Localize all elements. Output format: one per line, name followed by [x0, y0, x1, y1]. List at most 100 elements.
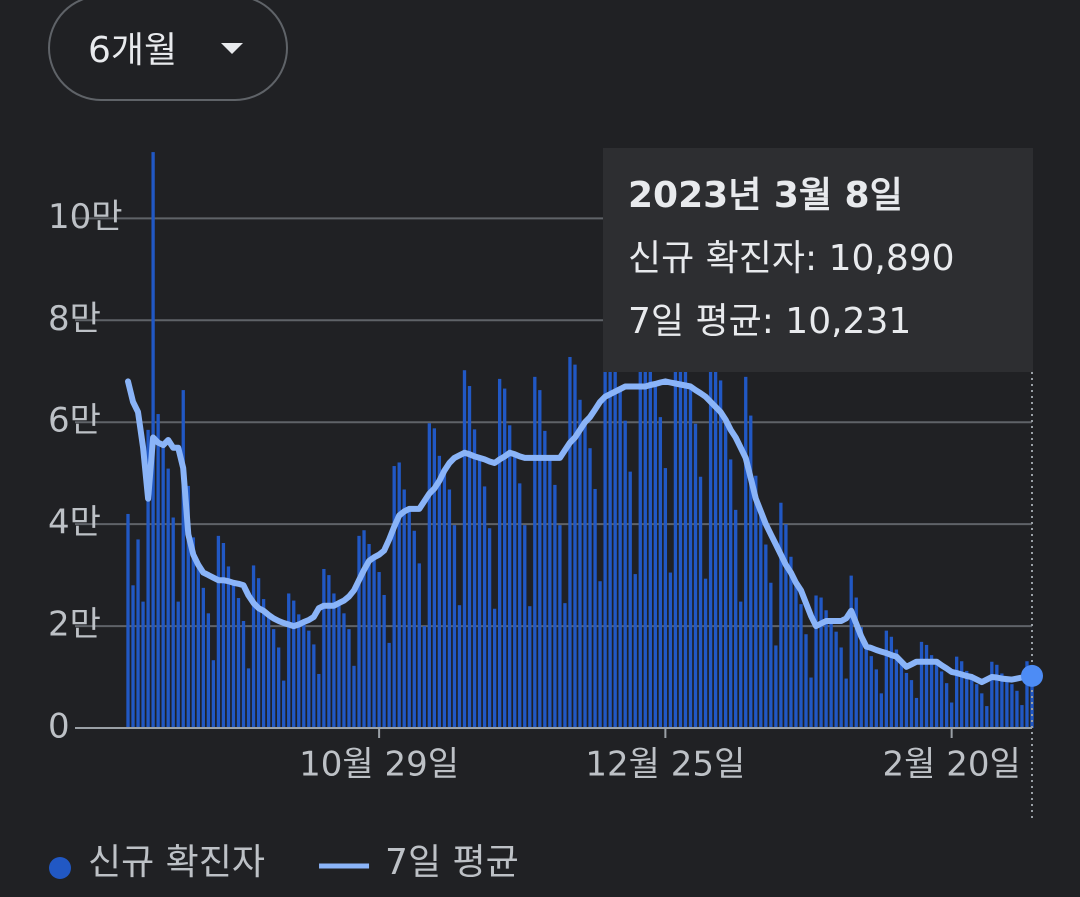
bar	[583, 422, 587, 728]
bar	[980, 693, 984, 728]
bar	[874, 669, 878, 728]
bar	[869, 656, 873, 728]
bar	[759, 511, 763, 728]
y-tick-label: 2만	[48, 605, 101, 645]
bar	[487, 528, 492, 728]
bar	[929, 655, 934, 728]
bar	[452, 525, 457, 728]
tooltip-value: 10,231	[785, 301, 911, 342]
bar	[673, 280, 678, 728]
bar	[894, 649, 899, 728]
bar	[508, 425, 512, 728]
bar	[221, 542, 226, 728]
bar	[1030, 672, 1034, 728]
bar	[352, 665, 356, 728]
bar	[181, 390, 185, 728]
bar	[975, 684, 979, 728]
bar	[688, 386, 693, 728]
bar	[558, 525, 562, 728]
bar	[824, 610, 828, 728]
bar	[1000, 673, 1004, 728]
bar	[970, 677, 974, 728]
bars	[126, 152, 1034, 728]
bar	[628, 471, 632, 728]
bar	[186, 485, 190, 728]
bar	[1015, 690, 1019, 728]
bar	[814, 595, 818, 728]
bar	[985, 706, 989, 728]
bar	[829, 620, 833, 728]
bar	[744, 376, 748, 728]
bar	[256, 578, 261, 728]
bar	[236, 598, 241, 728]
bar	[412, 530, 416, 728]
bar	[226, 566, 231, 728]
bar	[271, 629, 276, 728]
bar	[603, 297, 607, 728]
range-dropdown[interactable]	[48, 0, 288, 101]
bar	[693, 423, 698, 728]
bar	[528, 606, 532, 728]
bar	[889, 636, 894, 728]
bar	[141, 601, 145, 728]
bar	[402, 489, 406, 728]
bar	[492, 608, 497, 728]
bar	[261, 599, 266, 728]
bar	[523, 525, 527, 728]
tooltip-series-name: 신규 확진자	[628, 238, 805, 279]
bar	[844, 678, 848, 728]
bar	[809, 677, 813, 728]
average-line	[125, 378, 1035, 686]
tooltip-sep: :	[805, 238, 829, 279]
bar	[683, 351, 688, 728]
bar	[216, 535, 221, 728]
tooltip-box	[603, 148, 1033, 372]
bar	[663, 468, 668, 728]
bar	[543, 430, 547, 728]
tooltip-series-name: 7일 평균	[628, 301, 762, 342]
bar	[739, 601, 743, 728]
bar	[965, 670, 969, 728]
x-tick-label: 2월 20일	[883, 745, 1021, 785]
y-tick-label: 4만	[48, 503, 101, 543]
bar	[312, 644, 316, 728]
bar	[377, 572, 381, 728]
bar	[909, 680, 914, 728]
bar	[914, 697, 919, 728]
bar	[357, 535, 361, 728]
bar	[146, 429, 150, 728]
bar	[422, 626, 426, 728]
bar	[995, 664, 999, 728]
bar	[613, 357, 617, 728]
bar	[166, 468, 170, 728]
bar	[397, 462, 401, 728]
bar	[839, 647, 843, 728]
bar	[794, 582, 798, 728]
bar	[1005, 679, 1009, 728]
tooltip-row: 신규 확진자: 10,890	[628, 238, 955, 279]
bar	[241, 620, 246, 728]
bar	[372, 557, 376, 728]
bar	[638, 284, 642, 728]
bar	[608, 310, 612, 728]
x-axis: 10월 29일 12월 25일 2월 20일	[75, 727, 1032, 785]
bar	[769, 582, 773, 728]
bar	[588, 448, 592, 728]
bar	[387, 642, 391, 728]
legend-label: 신규 확진자	[88, 842, 265, 883]
bar	[764, 544, 768, 728]
range-label[interactable]: 6개월	[88, 30, 177, 71]
dropdown-caret[interactable]	[221, 43, 243, 54]
bar	[754, 475, 758, 728]
bar	[779, 502, 783, 728]
bar	[819, 597, 823, 728]
bar	[136, 539, 140, 728]
bar	[231, 582, 236, 728]
x-tick-label: 12월 25일	[585, 745, 745, 785]
bar	[503, 388, 507, 728]
bar	[784, 524, 788, 728]
bar	[367, 544, 371, 728]
bar	[292, 600, 296, 728]
